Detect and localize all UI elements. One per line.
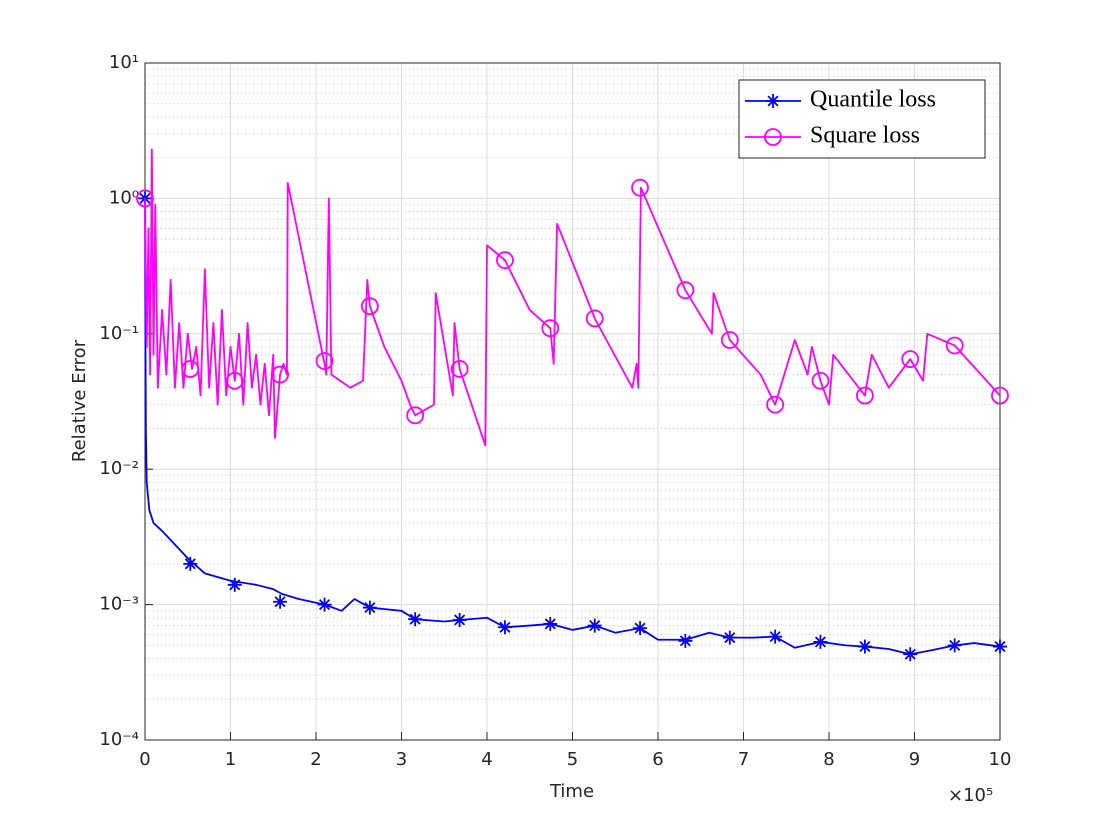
x-tick-label: 3 bbox=[396, 749, 407, 770]
marker bbox=[273, 594, 288, 609]
series-line bbox=[144, 198, 1001, 656]
marker bbox=[496, 251, 514, 270]
marker bbox=[633, 621, 648, 636]
legend-marker bbox=[764, 128, 782, 146]
x-multiplier: ×10⁵ bbox=[948, 785, 993, 806]
y-tick-label: 10¹ bbox=[109, 52, 139, 73]
marker bbox=[857, 639, 872, 654]
marker bbox=[408, 612, 423, 627]
y-axis-label: Relative Error bbox=[69, 339, 90, 462]
marker bbox=[541, 319, 560, 338]
legend-box bbox=[738, 79, 986, 159]
marker bbox=[587, 618, 602, 633]
marker bbox=[766, 395, 785, 414]
x-tick-label: 5 bbox=[567, 749, 578, 770]
x-tick-label: 1 bbox=[225, 749, 236, 770]
x-tick-label: 8 bbox=[823, 749, 834, 770]
marker bbox=[856, 386, 874, 405]
marker bbox=[811, 371, 830, 390]
marker bbox=[183, 556, 198, 571]
y-tick-label: 10⁰ bbox=[109, 187, 139, 208]
marker bbox=[813, 634, 828, 649]
x-axis-label: Time bbox=[549, 781, 594, 802]
marker bbox=[947, 638, 962, 653]
marker bbox=[768, 629, 783, 644]
y-tick-label: 10⁻⁴ bbox=[99, 729, 139, 750]
x-tick-label: 2 bbox=[310, 749, 321, 770]
marker bbox=[676, 281, 695, 300]
marker bbox=[722, 630, 737, 645]
marker bbox=[678, 633, 693, 648]
marker bbox=[360, 297, 379, 316]
marker bbox=[452, 612, 467, 627]
x-tick-label: 4 bbox=[481, 749, 492, 770]
marker bbox=[903, 647, 918, 662]
marker bbox=[450, 360, 469, 378]
marker bbox=[225, 371, 244, 390]
x-tick-label: 9 bbox=[909, 749, 920, 770]
y-tick-label: 10⁻¹ bbox=[99, 323, 139, 344]
marker bbox=[945, 336, 964, 355]
marker bbox=[317, 597, 332, 612]
x-tick-label: 10 bbox=[989, 749, 1012, 770]
marker bbox=[227, 577, 242, 592]
marker bbox=[585, 309, 604, 328]
legend-marker bbox=[766, 94, 780, 108]
legend-label: Square loss bbox=[810, 123, 920, 149]
marker bbox=[271, 365, 289, 384]
marker bbox=[720, 331, 739, 349]
marker bbox=[406, 406, 425, 425]
marker bbox=[901, 350, 920, 369]
marker bbox=[993, 639, 1007, 654]
marker bbox=[181, 360, 200, 378]
y-tick-label: 10⁻³ bbox=[99, 594, 139, 615]
x-tick-label: 0 bbox=[139, 749, 150, 770]
x-tick-label: 7 bbox=[738, 749, 749, 770]
marker bbox=[631, 178, 649, 197]
marker bbox=[315, 352, 334, 370]
marker bbox=[497, 620, 512, 635]
marker bbox=[136, 189, 154, 208]
series-line bbox=[144, 148, 1001, 447]
legend-label: Quantile loss bbox=[810, 87, 936, 113]
y-tick-label: 10⁻² bbox=[99, 458, 139, 479]
marker bbox=[991, 386, 1009, 405]
marker bbox=[362, 600, 377, 615]
marker bbox=[543, 616, 558, 631]
x-tick-label: 6 bbox=[652, 749, 663, 770]
